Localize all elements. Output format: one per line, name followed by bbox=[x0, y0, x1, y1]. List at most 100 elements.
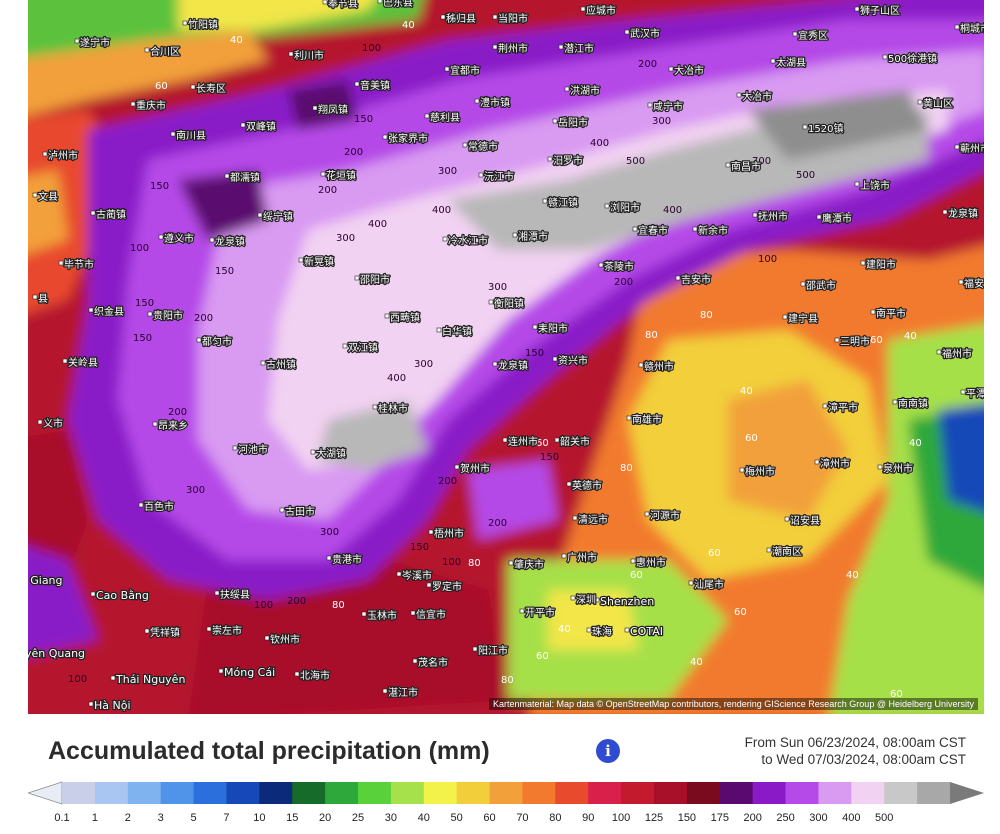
city-marker-icon bbox=[870, 309, 876, 315]
city-marker-icon bbox=[428, 529, 434, 535]
scale-swatch bbox=[489, 782, 523, 804]
scale-tick-label: 500 bbox=[875, 812, 894, 824]
city-marker-icon bbox=[532, 324, 538, 330]
place-label: Hà Nội bbox=[94, 699, 131, 712]
contour-value-label: 40 bbox=[230, 35, 243, 46]
city-marker-icon bbox=[440, 14, 446, 20]
city-marker-icon bbox=[936, 349, 942, 355]
place-label: 梅州市 bbox=[745, 465, 775, 478]
contour-value-label: 200 bbox=[488, 518, 507, 529]
place-label: 古田市 bbox=[285, 505, 315, 518]
city-marker-icon bbox=[692, 226, 698, 232]
scale-tick-label: 90 bbox=[582, 812, 595, 824]
place-label: 蕲州市 bbox=[960, 142, 984, 155]
city-marker-icon bbox=[822, 403, 828, 409]
info-icon[interactable]: i bbox=[596, 739, 620, 763]
contour-value-label: 100 bbox=[254, 600, 273, 611]
contour-value-label: 300 bbox=[438, 166, 457, 177]
city-marker-icon bbox=[424, 113, 430, 119]
city-marker-icon bbox=[454, 464, 460, 470]
city-marker-icon bbox=[854, 6, 860, 12]
city-marker-icon bbox=[492, 361, 498, 367]
place-label: 北海市 bbox=[300, 669, 330, 682]
contour-value-label: 150 bbox=[150, 181, 169, 192]
city-marker-icon bbox=[542, 198, 548, 204]
contour-value-label: 40 bbox=[740, 386, 753, 397]
city-marker-icon bbox=[784, 516, 790, 522]
scale-swatch bbox=[588, 782, 622, 804]
contour-value-label: 100 bbox=[442, 557, 461, 568]
map-attribution[interactable]: Kartenmaterial: Map data © OpenStreetMap… bbox=[489, 698, 978, 710]
scale-swatch bbox=[259, 782, 293, 804]
place-label: Shenzhen bbox=[600, 595, 654, 608]
scale-tick-label: 1 bbox=[91, 812, 98, 824]
place-label: 绥宁镇 bbox=[263, 210, 293, 223]
city-marker-icon bbox=[624, 627, 630, 633]
contour-value-label: 150 bbox=[525, 348, 544, 359]
city-marker-icon bbox=[58, 260, 64, 266]
city-marker-icon bbox=[647, 102, 653, 108]
place-label: 邵武市 bbox=[806, 279, 836, 292]
place-label: 英德市 bbox=[572, 479, 602, 492]
contour-value-label: 400 bbox=[590, 138, 609, 149]
place-label: 毕节市 bbox=[64, 258, 94, 271]
place-label: 常德市 bbox=[468, 140, 498, 153]
contour-value-label: 60 bbox=[536, 651, 549, 662]
scale-swatch bbox=[752, 782, 787, 804]
city-marker-icon bbox=[37, 419, 43, 425]
place-label: 宜都市 bbox=[450, 64, 480, 77]
place-label: 昂来乡 bbox=[158, 420, 188, 432]
contour-value-label: 200 bbox=[194, 313, 213, 324]
city-marker-icon bbox=[492, 44, 498, 50]
contour-value-label: 60 bbox=[630, 570, 643, 581]
period-end: to Wed 07/03/2024, 08:00am CST bbox=[761, 752, 966, 767]
contour-value-label: 60 bbox=[870, 335, 883, 346]
city-marker-icon bbox=[354, 81, 360, 87]
city-marker-icon bbox=[736, 92, 742, 98]
precipitation-map[interactable]: 40 100 40 60 200 150 300 400 500 200 700 500 300 150 2… bbox=[28, 0, 984, 714]
place-label: Thái Nguyên bbox=[115, 673, 185, 686]
place-label: 重庆市 bbox=[136, 99, 166, 112]
city-marker-icon bbox=[426, 582, 432, 588]
scale-swatch bbox=[325, 782, 359, 804]
place-label: 汕尾市 bbox=[694, 578, 724, 591]
city-marker-icon bbox=[958, 279, 964, 285]
contour-value-label: 200 bbox=[614, 277, 633, 288]
place-label: 吉安市 bbox=[681, 273, 711, 286]
city-marker-icon bbox=[586, 627, 592, 633]
city-marker-icon bbox=[960, 389, 966, 395]
city-marker-icon bbox=[558, 44, 564, 50]
city-marker-icon bbox=[32, 294, 38, 300]
scale-tick-label: 25 bbox=[351, 812, 365, 824]
place-label: 惠州市 bbox=[636, 556, 666, 569]
place-label: COTAI bbox=[630, 625, 663, 638]
city-marker-icon bbox=[436, 327, 442, 333]
contour-value-label: 400 bbox=[368, 219, 387, 230]
city-marker-icon bbox=[32, 192, 38, 198]
place-label: 古蔺镇 bbox=[96, 208, 126, 221]
place-label: 三明市 bbox=[840, 335, 870, 348]
place-label: 500徐港镇 bbox=[888, 52, 937, 65]
city-marker-icon bbox=[632, 226, 638, 232]
city-marker-icon bbox=[326, 555, 332, 561]
scale-swatch bbox=[292, 782, 326, 804]
place-label: 建宁县 bbox=[788, 312, 818, 325]
city-marker-icon bbox=[638, 362, 644, 368]
place-label: 音美镇 bbox=[360, 79, 390, 92]
place-label: 秭归县 bbox=[446, 12, 476, 25]
color-scale-bar bbox=[26, 781, 984, 805]
place-label: 潮南区 bbox=[772, 545, 802, 558]
place-label: 龙泉镇 bbox=[498, 359, 528, 372]
contour-value-label: 150 bbox=[133, 333, 152, 344]
city-marker-icon bbox=[170, 131, 176, 137]
city-marker-icon bbox=[147, 311, 153, 317]
place-label: 开平市 bbox=[525, 606, 555, 619]
contour-value-label: 40 bbox=[558, 624, 571, 635]
place-label: 岳阳市 bbox=[558, 116, 588, 129]
city-marker-icon bbox=[377, 0, 383, 4]
contour-value-label: 500 bbox=[626, 156, 645, 167]
contour-value-label: 60 bbox=[155, 81, 168, 92]
place-label: 南川县 bbox=[176, 129, 206, 142]
contour-value-label: 150 bbox=[135, 298, 154, 309]
scale-tick-label: 125 bbox=[644, 812, 664, 824]
